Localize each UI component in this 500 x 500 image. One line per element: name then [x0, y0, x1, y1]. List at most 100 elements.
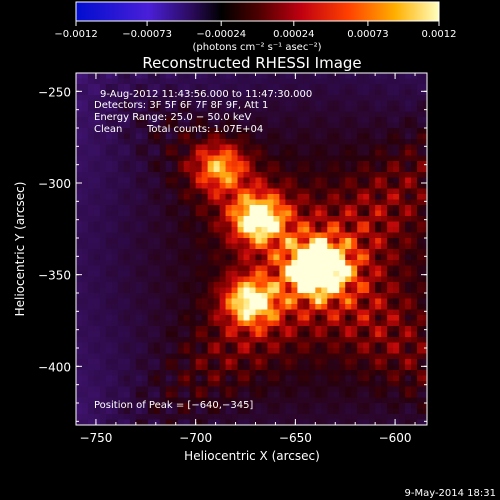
heatmap-cell: [81, 210, 89, 217]
heatmap-cell: [381, 309, 388, 316]
heatmap-cell: [87, 221, 95, 228]
heatmap-cell: [153, 326, 161, 333]
heatmap-cell: [267, 408, 275, 415]
heatmap-cell: [141, 172, 149, 179]
heatmap-cell: [219, 271, 227, 278]
heatmap-cell: [417, 320, 424, 327]
heatmap-cell: [267, 199, 275, 206]
heatmap-cell: [339, 265, 346, 272]
heatmap-cell: [291, 227, 298, 234]
heatmap-cell: [357, 117, 364, 124]
heatmap-cell: [381, 320, 388, 327]
heatmap-cell: [99, 177, 107, 184]
heatmap-cell: [315, 359, 322, 366]
heatmap-cell: [363, 133, 370, 140]
heatmap-cell: [177, 183, 185, 190]
heatmap-cell: [76, 282, 83, 289]
heatmap-cell: [249, 304, 257, 311]
heatmap-cell: [207, 122, 215, 129]
heatmap-cell: [393, 188, 400, 195]
heatmap-cell: [261, 210, 269, 217]
heatmap-cell: [267, 144, 275, 151]
heatmap-cell: [297, 111, 304, 118]
heatmap-cell: [237, 161, 245, 168]
heatmap-cell: [339, 155, 346, 162]
heatmap-cell: [135, 282, 143, 289]
heatmap-cell: [177, 84, 185, 91]
heatmap-cell: [219, 293, 227, 300]
heatmap-cell: [267, 122, 275, 129]
heatmap-cell: [87, 353, 95, 360]
heatmap-cell: [405, 348, 412, 355]
heatmap-cell: [261, 364, 269, 371]
heatmap-cell: [417, 260, 424, 267]
heatmap-cell: [117, 419, 125, 425]
heatmap-cell: [405, 249, 412, 256]
heatmap-cell: [357, 287, 364, 294]
heatmap-cell: [231, 249, 239, 256]
heatmap-cell: [291, 238, 298, 245]
heatmap-cell: [243, 254, 251, 261]
heatmap-cell: [291, 139, 298, 146]
heatmap-cell: [423, 397, 427, 404]
heatmap-cell: [189, 221, 197, 228]
heatmap-cell: [249, 337, 257, 344]
heatmap-cell: [357, 122, 364, 129]
heatmap-cell: [129, 122, 137, 129]
heatmap-cell: [417, 144, 424, 151]
heatmap-cell: [207, 194, 215, 201]
heatmap-cell: [393, 89, 400, 96]
colorbar-tick-label: 0.0012: [422, 29, 457, 40]
heatmap-cell: [261, 89, 269, 96]
heatmap-cell: [207, 304, 215, 311]
heatmap-cell: [111, 414, 119, 421]
heatmap-cell: [369, 304, 376, 311]
heatmap-cell: [393, 111, 400, 118]
heatmap-cell: [399, 260, 406, 267]
heatmap-cell: [219, 309, 227, 316]
heatmap-cell: [81, 298, 89, 305]
heatmap-cell: [315, 304, 322, 311]
heatmap-cell: [117, 403, 125, 410]
heatmap-cell: [387, 260, 394, 267]
heatmap-cell: [93, 128, 101, 135]
heatmap-cell: [423, 150, 427, 157]
heatmap-cell: [237, 210, 245, 217]
heatmap-cell: [183, 397, 191, 404]
heatmap-cell: [165, 144, 173, 151]
heatmap-cell: [279, 89, 286, 96]
heatmap-cell: [231, 342, 239, 349]
heatmap-cell: [201, 260, 209, 267]
heatmap-cell: [387, 348, 394, 355]
heatmap-cell: [177, 199, 185, 206]
heatmap-cell: [99, 172, 107, 179]
heatmap-cell: [213, 199, 221, 206]
heatmap-cell: [243, 364, 251, 371]
heatmap-cell: [207, 320, 215, 327]
heatmap-cell: [411, 364, 418, 371]
heatmap-cell: [225, 111, 233, 118]
heatmap-cell: [231, 370, 239, 377]
heatmap-cell: [231, 364, 239, 371]
heatmap-cell: [297, 320, 304, 327]
heatmap-cell: [387, 216, 394, 223]
heatmap-cell: [129, 304, 137, 311]
heatmap-cell: [405, 111, 412, 118]
heatmap-cell: [399, 150, 406, 157]
heatmap-cell: [291, 359, 298, 366]
heatmap-cell: [333, 210, 340, 217]
heatmap-cell: [177, 254, 185, 261]
heatmap-cell: [189, 293, 197, 300]
heatmap-cell: [123, 276, 131, 283]
heatmap-cell: [105, 254, 113, 261]
heatmap-cell: [357, 139, 364, 146]
heatmap-cell: [279, 337, 286, 344]
heatmap-cell: [87, 89, 95, 96]
heatmap-cell: [237, 282, 245, 289]
heatmap-cell: [393, 139, 400, 146]
heatmap-cell: [405, 271, 412, 278]
heatmap-cell: [135, 403, 143, 410]
heatmap-cell: [147, 78, 155, 85]
heatmap-cell: [183, 188, 191, 195]
heatmap-cell: [375, 243, 382, 250]
